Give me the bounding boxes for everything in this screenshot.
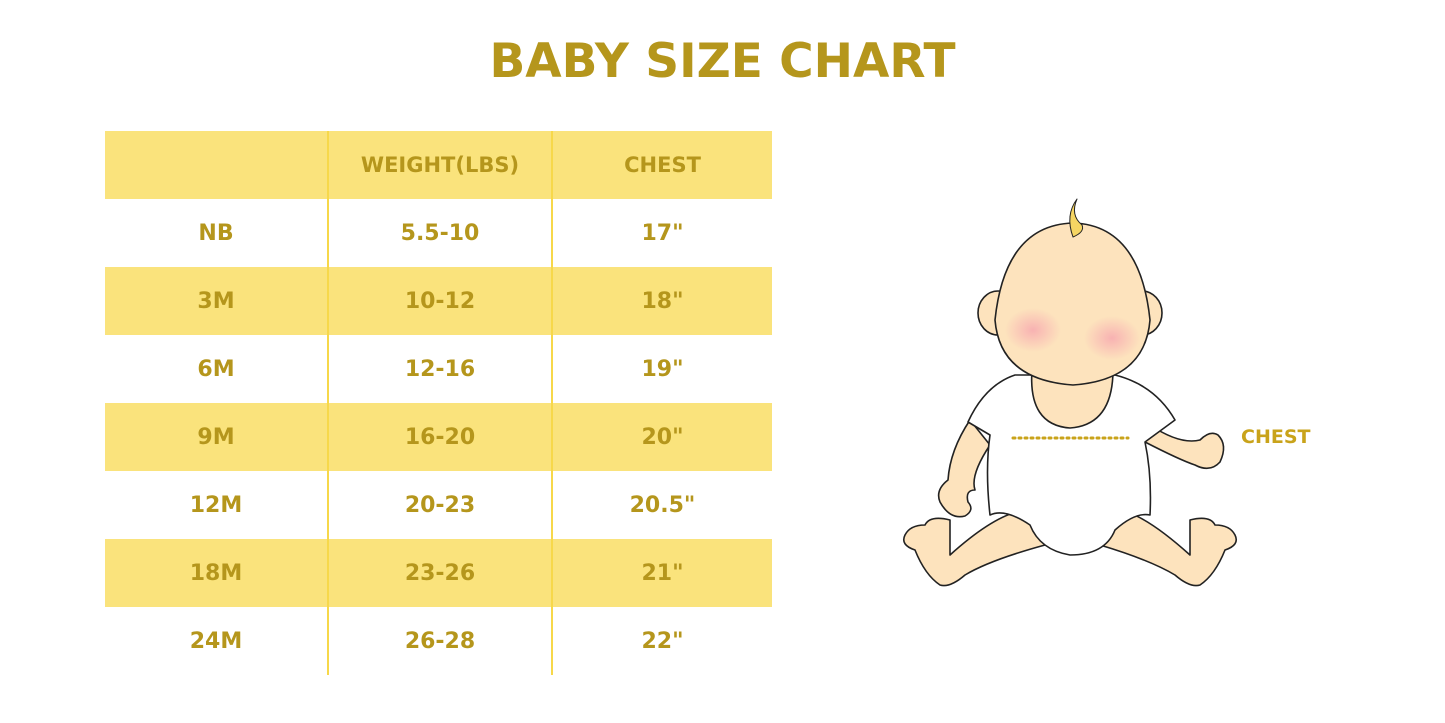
size-cell: 6M [197,356,235,382]
size-cell: 9M [197,424,235,450]
chest-cell: 19" [641,356,684,382]
weight-cell: 20-23 [327,471,553,539]
right-arm [1144,424,1225,470]
size-cell: 12M [189,492,243,518]
chest-cell: 20.5" [629,492,696,518]
size-cell: NB [198,220,234,246]
left-cheek [1005,308,1061,352]
hair-curl [1069,198,1084,238]
table-row: 9M 16-20 20" [105,403,772,471]
table-row: NB 5.5-10 17" [105,199,772,267]
chest-cell: 22" [641,628,684,654]
chest-cell: 20" [641,424,684,450]
header-weight: WEIGHT(LBS) [327,131,553,199]
table-row: 3M 10-12 18" [105,267,772,335]
size-table: WEIGHT(LBS) CHEST NB 5.5-10 17" 3M 10-12… [105,131,772,675]
chest-cell: 21" [641,560,684,586]
head [994,222,1151,386]
chest-cell: 18" [641,288,684,314]
weight-cell: 12-16 [327,335,553,403]
left-arm [937,419,991,518]
table-row: 6M 12-16 19" [105,335,772,403]
weight-cell: 26-28 [327,607,553,675]
size-cell: 18M [189,560,243,586]
header-size [105,131,328,199]
chest-cell: 17" [641,220,684,246]
weight-cell: 5.5-10 [327,199,553,267]
page-title: BABY SIZE CHART [489,34,956,89]
baby-illustration [902,198,1238,587]
bodysuit [967,374,1176,556]
size-cell: 3M [197,288,235,314]
table-row: 18M 23-26 21" [105,539,772,607]
weight-cell: 23-26 [327,539,553,607]
right-cheek [1084,316,1140,360]
weight-cell: 16-20 [327,403,553,471]
size-cell: 24M [189,628,243,654]
weight-cell: 10-12 [327,267,553,335]
table-header-row: WEIGHT(LBS) CHEST [105,131,772,199]
table-row: 12M 20-23 20.5" [105,471,772,539]
table-row: 24M 26-28 22" [105,607,772,675]
header-chest: CHEST [624,153,701,177]
chest-label: CHEST [1241,426,1311,448]
neck [1030,369,1114,429]
